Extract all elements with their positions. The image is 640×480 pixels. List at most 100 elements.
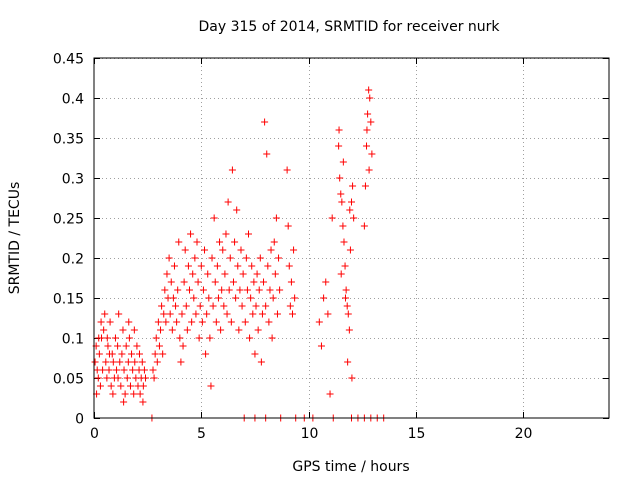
data-point	[133, 342, 141, 350]
data-point	[125, 318, 133, 326]
data-point	[166, 310, 174, 318]
data-point	[247, 294, 255, 302]
data-point	[126, 382, 134, 390]
data-point	[214, 294, 222, 302]
y-tick-label: 0.15	[53, 292, 84, 308]
data-point	[121, 390, 129, 398]
data-point	[170, 262, 178, 270]
data-point	[122, 342, 130, 350]
data-point	[263, 150, 271, 158]
data-point	[235, 326, 243, 334]
data-point	[120, 398, 128, 406]
data-point	[348, 374, 356, 382]
data-point	[241, 318, 249, 326]
data-point	[135, 350, 143, 358]
data-point	[317, 342, 325, 350]
data-point	[267, 246, 275, 254]
data-point	[99, 366, 107, 374]
data-point	[342, 286, 350, 294]
data-point	[167, 278, 175, 286]
data-point	[109, 358, 117, 366]
data-point	[204, 270, 212, 278]
data-point	[252, 302, 260, 310]
data-point	[180, 278, 188, 286]
data-point	[322, 278, 330, 286]
data-point	[192, 310, 200, 318]
data-point	[231, 238, 239, 246]
data-point	[339, 222, 347, 230]
data-point	[326, 390, 334, 398]
data-point	[181, 246, 189, 254]
data-points	[91, 86, 388, 422]
data-point	[339, 158, 347, 166]
data-point	[366, 94, 374, 102]
data-point	[242, 254, 250, 262]
data-point	[211, 278, 219, 286]
data-point	[182, 302, 190, 310]
data-point	[129, 366, 137, 374]
data-point	[337, 190, 345, 198]
data-point	[346, 246, 354, 254]
y-tick-label: 0.25	[53, 212, 84, 228]
data-point	[219, 246, 227, 254]
grid-lines	[94, 58, 609, 418]
data-point	[251, 350, 259, 358]
x-axis-label: GPS time / hours	[292, 459, 409, 475]
data-point	[190, 294, 198, 302]
data-point	[269, 294, 277, 302]
data-point	[239, 270, 247, 278]
data-point	[139, 382, 147, 390]
data-point	[117, 382, 125, 390]
data-point	[173, 318, 181, 326]
data-point	[340, 238, 348, 246]
x-tick-label: 20	[515, 426, 533, 442]
y-tick-label: 0.4	[62, 92, 84, 108]
data-point	[202, 350, 210, 358]
data-point	[226, 254, 234, 262]
data-point	[224, 198, 232, 206]
data-point	[265, 318, 273, 326]
data-point	[107, 382, 115, 390]
data-point	[349, 182, 357, 190]
data-point	[97, 318, 105, 326]
x-tick-label: 5	[197, 426, 206, 442]
data-point	[363, 126, 371, 134]
data-point	[221, 270, 229, 278]
data-point	[348, 198, 355, 206]
data-point	[131, 358, 139, 366]
data-point	[177, 358, 185, 366]
data-point	[335, 142, 343, 150]
data-point	[266, 286, 274, 294]
data-point	[273, 310, 281, 318]
data-point	[363, 142, 371, 150]
data-point	[283, 166, 291, 174]
data-point	[128, 350, 136, 358]
data-point	[103, 374, 111, 382]
data-point	[344, 358, 352, 366]
data-point	[115, 310, 123, 318]
data-point	[223, 310, 231, 318]
y-tick-label: 0.35	[53, 132, 84, 148]
data-point	[116, 358, 124, 366]
data-point	[179, 342, 187, 350]
data-point	[276, 286, 284, 294]
data-point	[255, 286, 263, 294]
data-point	[187, 230, 195, 238]
data-point	[124, 358, 132, 366]
data-point	[346, 206, 354, 214]
data-point	[212, 318, 220, 326]
data-point	[287, 278, 295, 286]
data-point	[260, 278, 268, 286]
data-point	[160, 310, 168, 318]
data-point	[262, 302, 270, 310]
data-point	[367, 118, 375, 126]
data-point	[209, 302, 217, 310]
data-point	[105, 366, 113, 374]
data-point	[194, 278, 202, 286]
data-point	[234, 262, 242, 270]
data-point	[217, 326, 225, 334]
data-point	[176, 334, 184, 342]
data-point	[361, 182, 369, 190]
data-point	[120, 366, 128, 374]
data-point	[213, 262, 221, 270]
